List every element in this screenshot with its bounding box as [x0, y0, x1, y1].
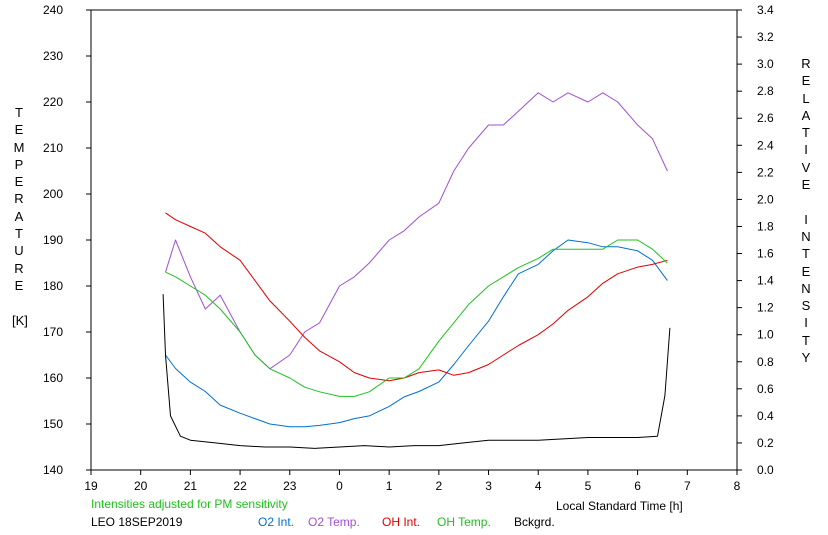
y-left-tick-label: 180: [43, 279, 63, 293]
y-left-tick-label: 160: [43, 371, 63, 385]
y-left-tick-label: 190: [43, 233, 63, 247]
series-line-bckgrd: [162, 294, 671, 449]
axis-label-letter: A: [801, 107, 811, 123]
axis-label-letter: E: [801, 177, 811, 193]
y-right-tick-label: 3.4: [757, 3, 774, 17]
axis-label-letter: L: [802, 90, 810, 106]
x-tick-label: 21: [184, 479, 198, 493]
x-tick-label: 3: [485, 479, 492, 493]
plot-frame: [90, 9, 738, 471]
axis-label-letter: M: [13, 139, 25, 155]
x-tick-label: 7: [684, 479, 691, 493]
axis-label-letter: A: [14, 208, 24, 224]
x-tick-label: 4: [535, 479, 542, 493]
series-lines: [162, 92, 671, 449]
x-tick-label: 6: [634, 479, 641, 493]
axis-ticks: 19 20 21 22 23 0 1 2 3 4 5 6 7 8140150160170180190200…: [43, 3, 774, 493]
axis-label-letter: T: [802, 246, 810, 262]
x-tick-label: 1: [386, 479, 393, 493]
axis-label-letter: E: [14, 122, 24, 138]
x-tick-label: 8: [734, 479, 741, 493]
adjustment-note: Intensities adjusted for PM sensitivity: [91, 497, 288, 511]
axis-label-letter: R: [801, 56, 811, 71]
y-right-tick-label: 3.2: [757, 30, 774, 44]
x-tick-label: 0: [336, 479, 343, 493]
y-right-tick-label: 2.0: [757, 192, 774, 206]
axis-label-letter: I: [804, 142, 808, 158]
legend-bckgrd: Bckgrd.: [514, 515, 555, 529]
axis-label-letter: E: [801, 263, 811, 279]
y-right-tick-label: 1.8: [757, 219, 774, 233]
station-date: LEO 18SEP2019: [91, 515, 183, 529]
axis-label-letter: E: [801, 73, 811, 89]
axis-label-letter: E: [14, 174, 24, 190]
y-right-tick-label: 1.6: [757, 247, 774, 261]
y-left-tick-label: 140: [43, 463, 63, 477]
axis-label-letter: I: [804, 315, 808, 331]
axis-label-letter: P: [14, 156, 24, 172]
y-left-tick-label: 170: [43, 325, 63, 339]
axis-label-letter: N: [801, 228, 811, 244]
y-right-tick-label: 3.0: [757, 57, 774, 71]
y-left-tick-label: 220: [43, 95, 63, 109]
legend-o2-temp: O2 Temp.: [308, 515, 360, 529]
y-right-tick-label: 1.0: [757, 328, 774, 342]
axis-label-letter: I: [804, 211, 808, 227]
y-left-tick-label: 230: [43, 49, 63, 63]
y-left-tick-label: 200: [43, 187, 63, 201]
axis-label-letter: T: [15, 226, 23, 242]
y-right-tick-label: 0.0: [757, 463, 774, 477]
legend-o2-int: O2 Int.: [258, 515, 295, 529]
y-right-tick-label: 2.6: [757, 111, 774, 125]
y-left-tick-label: 150: [43, 417, 63, 431]
y-right-tick-label: 1.4: [757, 274, 774, 288]
axis-label-letter: Y: [801, 350, 811, 366]
axis-label-letter: T: [15, 105, 23, 120]
y-right-tick-label: 0.8: [757, 355, 774, 369]
y-right-tick-label: 0.4: [757, 409, 774, 423]
axis-label-letter: S: [801, 298, 811, 314]
axis-label-letter: V: [801, 159, 811, 175]
x-tick-label: 19: [84, 479, 98, 493]
y-left-tick-label: 240: [43, 3, 63, 17]
y-right-tick-label: 0.6: [757, 382, 774, 396]
y-right-tick-label: 0.2: [757, 436, 774, 450]
y-left-tick-label: 210: [43, 141, 63, 155]
y-right-tick-label: 2.4: [757, 138, 774, 152]
x-tick-label: 5: [585, 479, 592, 493]
x-tick-label: 23: [283, 479, 297, 493]
legend-oh-temp: OH Temp.: [437, 515, 491, 529]
axis-label-letter: N: [801, 280, 811, 296]
series-line-o2-temp: [165, 92, 668, 370]
axis-label-letter: R: [14, 191, 24, 207]
x-axis-label: Local Standard Time [h]: [556, 499, 683, 513]
axis-label-letter: [799, 193, 813, 210]
axis-label-letter: U: [14, 243, 24, 259]
series-line-oh-int: [165, 212, 668, 382]
series-line-oh-temp: [165, 239, 668, 397]
axis-label-letter: E: [14, 277, 24, 293]
series-line-o2-int: [165, 239, 668, 428]
axis-label-letter: R: [14, 260, 24, 276]
x-tick-label: 2: [436, 479, 443, 493]
axis-label-letter: T: [802, 125, 810, 141]
legend-oh-int: OH Int.: [382, 515, 421, 529]
y-right-tick-label: 2.2: [757, 165, 774, 179]
axis-label-letter: [K]: [12, 312, 28, 328]
y-right-tick-label: 2.8: [757, 84, 774, 98]
x-tick-label: 20: [134, 479, 148, 493]
axis-label-letter: [12, 294, 26, 311]
x-tick-label: 22: [233, 479, 247, 493]
y-right-tick-label: 1.2: [757, 301, 774, 315]
axis-label-letter: T: [802, 332, 810, 348]
